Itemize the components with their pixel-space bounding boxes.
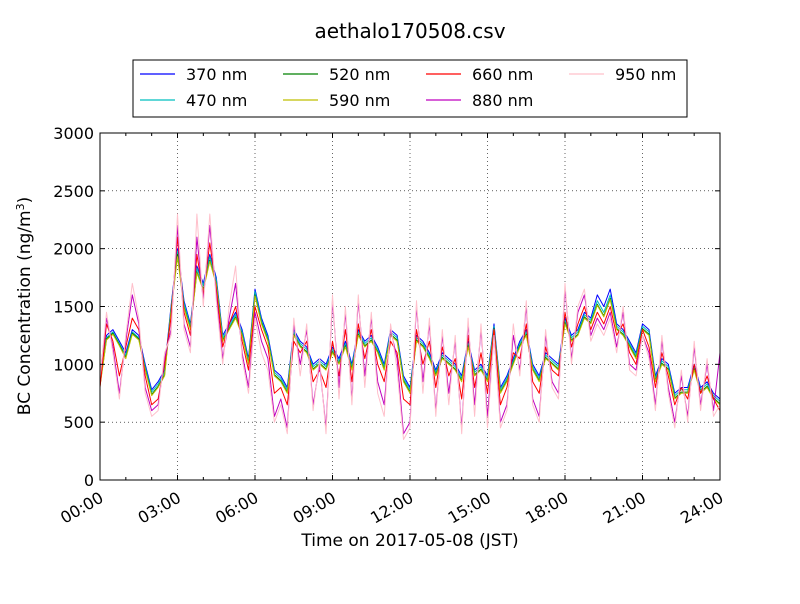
y-tick-label: 3000 <box>53 124 94 143</box>
y-tick-label: 500 <box>63 413 94 432</box>
legend-label-520-nm: 520 nm <box>329 65 390 84</box>
legend-label-370-nm: 370 nm <box>186 65 247 84</box>
y-tick-label: 0 <box>84 471 94 490</box>
chart-title: aethalo170508.csv <box>314 19 505 43</box>
series-line-590-nm <box>99 256 721 406</box>
y-axis-label-close: ) <box>15 197 35 204</box>
legend-label-470-nm: 470 nm <box>186 91 247 110</box>
y-axis-label-main: BC Concentration (ng/m <box>15 210 35 415</box>
y-tick-label: 1500 <box>53 298 94 317</box>
legend-label-950-nm: 950 nm <box>615 65 676 84</box>
axis-ticks: 00:00 03:00 06:00 09:00 12:00 15:00 18:00 21:00… <box>53 124 726 527</box>
y-axis-label-superscript: 3 <box>14 203 27 210</box>
legend-label-880-nm: 880 nm <box>472 91 533 110</box>
series-lines <box>99 213 721 440</box>
legend: 370 nm 470 nm 520 nm 590 nm 660 nm 880 nm 950 … <box>140 65 676 110</box>
series-line-950-nm <box>99 213 721 440</box>
legend-box <box>132 59 688 118</box>
x-axis-label: Time on 2017-05-08 (JST) <box>300 531 518 551</box>
y-tick-label: 1000 <box>53 355 94 374</box>
grid-lines <box>100 133 720 480</box>
y-tick-label: 2000 <box>53 240 94 259</box>
legend-label-660-nm: 660 nm <box>472 65 533 84</box>
y-axis-label: BC Concentration (ng/m3) <box>14 197 35 415</box>
legend-label-590-nm: 590 nm <box>329 91 390 110</box>
y-tick-label: 2500 <box>53 182 94 201</box>
